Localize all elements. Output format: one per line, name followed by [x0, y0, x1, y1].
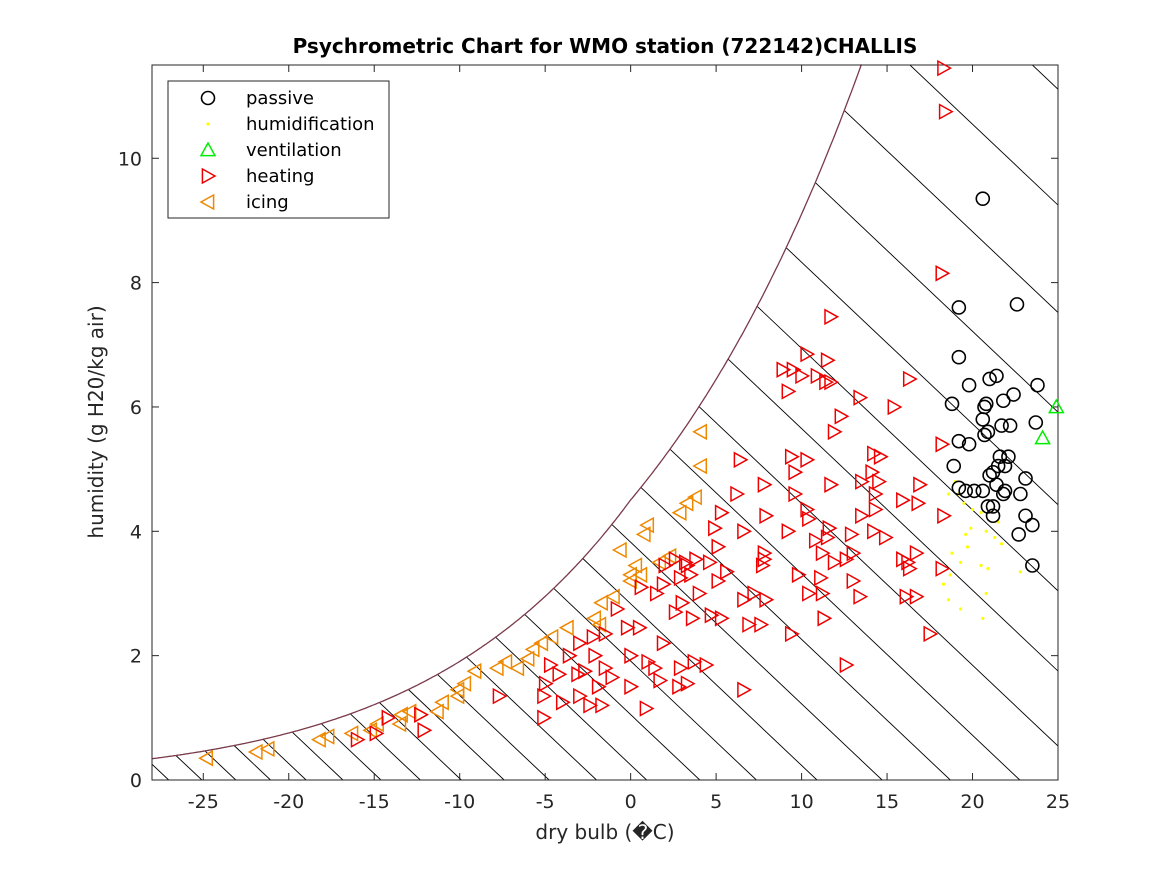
- x-tick-label: 5: [710, 791, 722, 813]
- humidification-point: [959, 607, 962, 610]
- chart-title: Psychrometric Chart for WMO station (722…: [293, 34, 918, 58]
- humidification-point: [1000, 542, 1003, 545]
- humidification-point: [969, 527, 972, 530]
- x-tick-label: 0: [625, 791, 637, 813]
- y-tick-label: 6: [130, 397, 142, 419]
- humidification-point: [986, 567, 989, 570]
- humidification-point: [985, 592, 988, 595]
- humidification-point: [1019, 570, 1022, 573]
- humidification-point: [947, 492, 950, 495]
- humidification-point: [950, 551, 953, 554]
- y-tick-label: 0: [130, 770, 142, 792]
- x-tick-label: -20: [273, 791, 304, 813]
- x-tick-label: 10: [789, 791, 813, 813]
- y-tick-label: 8: [130, 273, 142, 295]
- humidification-point: [979, 564, 982, 567]
- humidification-point: [947, 598, 950, 601]
- y-tick-label: 4: [130, 521, 142, 543]
- legend-label-passive: passive: [246, 88, 314, 109]
- humidification-point: [979, 511, 982, 514]
- humidification-point: [962, 502, 965, 505]
- x-tick-label: -15: [359, 791, 390, 813]
- humidification-point: [942, 583, 945, 586]
- legend-label-ventilation: ventilation: [246, 140, 342, 161]
- x-tick-label: 20: [960, 791, 984, 813]
- y-axis-label: humidity (g H20/kg air): [84, 305, 108, 538]
- humidification-point: [949, 573, 952, 576]
- legend: passive humidification ventilation heating i…: [168, 81, 389, 218]
- x-tick-label: -5: [536, 791, 555, 813]
- y-tick-label: 2: [130, 646, 142, 668]
- legend-label-humidification: humidification: [246, 114, 375, 135]
- x-axis-label: dry bulb (�C): [535, 820, 674, 844]
- humidification-point: [993, 536, 996, 539]
- humidification-point: [981, 617, 984, 620]
- humidification-point: [966, 545, 969, 548]
- legend-label-icing: icing: [246, 192, 289, 213]
- legend-marker-humidification: [206, 122, 209, 125]
- y-tick-label: 10: [118, 148, 142, 170]
- legend-label-heating: heating: [246, 166, 314, 187]
- humidification-point: [985, 530, 988, 533]
- x-tick-label: -10: [444, 791, 475, 813]
- x-tick-label: -25: [188, 791, 219, 813]
- humidification-point: [971, 508, 974, 511]
- humidification-point: [959, 561, 962, 564]
- humidification-point: [964, 533, 967, 536]
- x-tick-label: 25: [1046, 791, 1070, 813]
- x-tick-label: 15: [875, 791, 899, 813]
